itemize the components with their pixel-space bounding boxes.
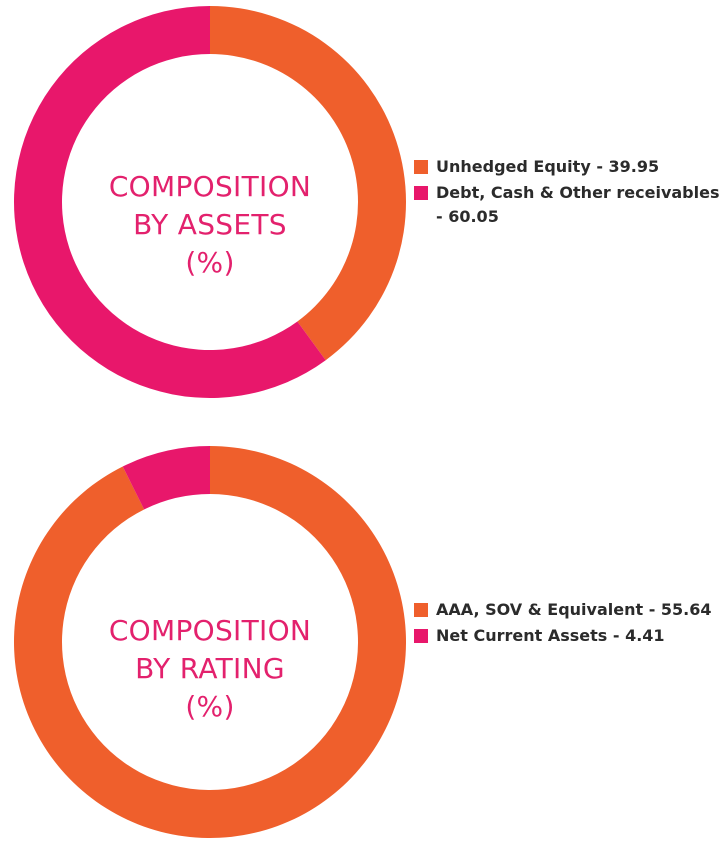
assets-title-line-1: COMPOSITION <box>108 170 312 203</box>
donut-slice-1 <box>13 6 326 398</box>
rating-donut <box>13 446 406 838</box>
rating-donut-title: COMPOSITION BY RATING (%) <box>52 612 368 726</box>
rating-title-line-2: BY RATING <box>135 652 285 685</box>
legend-swatch-pink <box>414 629 428 643</box>
donut-slice-0 <box>210 6 406 361</box>
assets-legend: Unhedged Equity - 39.95 Debt, Cash & Oth… <box>414 155 726 231</box>
legend-item-unhedged-equity: Unhedged Equity - 39.95 <box>414 155 726 179</box>
legend-label: AAA, SOV & Equivalent - 55.64 <box>436 600 712 619</box>
assets-donut-title: COMPOSITION BY ASSETS (%) <box>52 168 368 282</box>
rating-legend: AAA, SOV & Equivalent - 55.64 Net Curren… <box>414 598 726 650</box>
legend-label: Net Current Assets - 4.41 <box>436 626 665 645</box>
legend-swatch-orange <box>414 603 428 617</box>
assets-donut <box>13 6 406 398</box>
composition-by-assets-chart: COMPOSITION BY ASSETS (%) Unhedged Equit… <box>0 0 728 408</box>
legend-item-aaa-sov: AAA, SOV & Equivalent - 55.64 <box>414 598 726 622</box>
assets-title-line-2: BY ASSETS <box>133 208 287 241</box>
composition-by-rating-chart: COMPOSITION BY RATING (%) AAA, SOV & Equ… <box>0 440 728 848</box>
legend-swatch-pink <box>414 186 428 200</box>
legend-label: Unhedged Equity - 39.95 <box>436 157 660 176</box>
legend-item-net-current-assets: Net Current Assets - 4.41 <box>414 624 726 648</box>
rating-title-line-1: COMPOSITION <box>108 614 312 647</box>
legend-label: Debt, Cash & Other receivables - 60.05 <box>436 183 720 226</box>
rating-title-line-3: (%) <box>185 690 235 723</box>
legend-item-debt-cash: Debt, Cash & Other receivables - 60.05 <box>414 181 726 229</box>
donut-slice-1 <box>122 446 210 510</box>
assets-title-line-3: (%) <box>185 246 235 279</box>
legend-swatch-orange <box>414 160 428 174</box>
